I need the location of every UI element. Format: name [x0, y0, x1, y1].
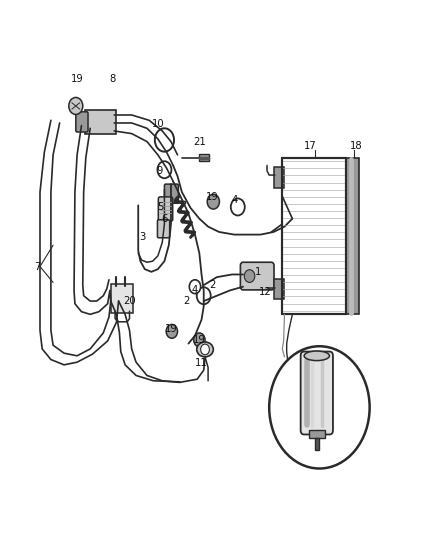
Text: 13: 13: [289, 392, 302, 402]
Text: 8: 8: [109, 75, 115, 84]
Text: 18: 18: [350, 141, 363, 151]
Text: 2: 2: [209, 280, 215, 290]
FancyBboxPatch shape: [164, 184, 178, 203]
Text: 4: 4: [192, 286, 198, 295]
Circle shape: [197, 287, 211, 304]
Ellipse shape: [197, 342, 213, 357]
Text: 15: 15: [333, 390, 346, 400]
Text: 3: 3: [139, 232, 146, 243]
Text: 5: 5: [157, 202, 163, 212]
Bar: [346, 158, 359, 314]
Text: 17: 17: [304, 141, 317, 151]
Circle shape: [269, 346, 370, 469]
Text: 19: 19: [193, 335, 206, 345]
Bar: [314, 438, 319, 450]
Text: 4: 4: [231, 195, 237, 205]
FancyBboxPatch shape: [85, 110, 116, 134]
Circle shape: [231, 198, 245, 215]
Circle shape: [166, 325, 177, 338]
Text: 19: 19: [165, 324, 177, 334]
Text: 9: 9: [157, 166, 163, 176]
Text: 16: 16: [333, 418, 346, 429]
FancyBboxPatch shape: [274, 167, 285, 188]
FancyBboxPatch shape: [158, 197, 173, 221]
Circle shape: [155, 128, 174, 152]
FancyBboxPatch shape: [300, 352, 333, 434]
Bar: [199, 154, 209, 161]
Text: 10: 10: [152, 119, 164, 129]
Circle shape: [201, 344, 209, 355]
FancyBboxPatch shape: [157, 220, 170, 238]
Text: 1: 1: [255, 267, 261, 277]
Bar: [308, 430, 325, 438]
Text: 11: 11: [195, 358, 208, 368]
Circle shape: [69, 98, 83, 115]
Text: 19: 19: [71, 75, 84, 84]
Text: 2: 2: [183, 296, 190, 306]
FancyBboxPatch shape: [274, 279, 285, 300]
Circle shape: [207, 194, 219, 209]
Ellipse shape: [304, 351, 329, 361]
Text: 20: 20: [123, 296, 136, 306]
Circle shape: [189, 280, 201, 294]
Text: 21: 21: [193, 136, 206, 147]
Text: 14: 14: [283, 418, 296, 429]
Text: 19: 19: [206, 192, 219, 203]
Text: 12: 12: [258, 287, 271, 297]
Bar: [283, 158, 346, 314]
Circle shape: [244, 270, 255, 282]
Text: 7: 7: [35, 262, 41, 271]
FancyBboxPatch shape: [240, 262, 274, 290]
FancyBboxPatch shape: [111, 284, 133, 313]
Circle shape: [157, 161, 171, 178]
Circle shape: [194, 333, 205, 347]
Text: 6: 6: [161, 214, 168, 224]
FancyBboxPatch shape: [76, 112, 88, 132]
